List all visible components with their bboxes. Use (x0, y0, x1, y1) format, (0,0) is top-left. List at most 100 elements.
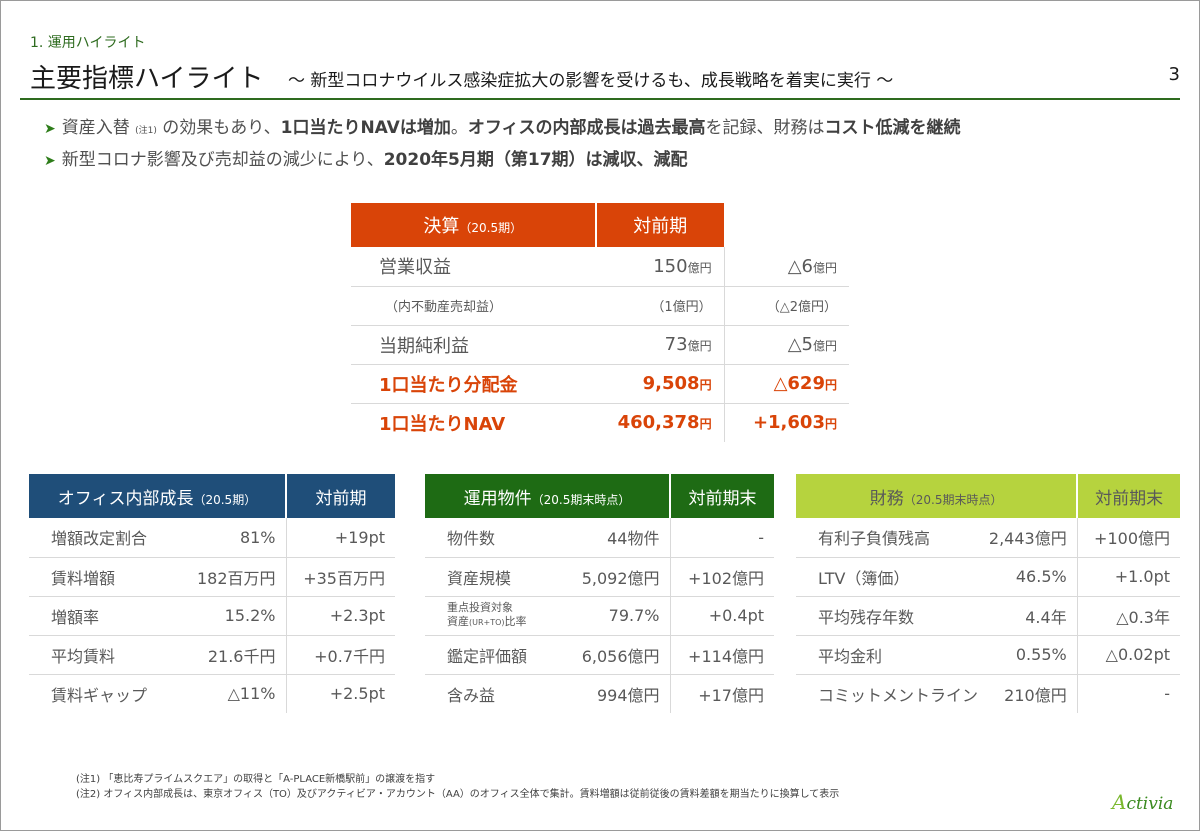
table-header: 運用物件（20.5期末時点） 対前期末 (425, 474, 774, 518)
row-value: 46.5% (978, 557, 1078, 597)
arrow-right-icon: ➤ (44, 153, 56, 169)
bullet-text: を記録、財務は (705, 118, 825, 138)
table-header: オフィス内部成長（20.5期） 対前期 (29, 474, 395, 518)
table-row: 有利子負債残高 2,443億円 +100億円 (796, 518, 1180, 558)
page-subtitle: ～ 新型コロナウイルス感染症拡大の影響を受けるも、成長戦略を着実に実行 ～ (288, 71, 894, 91)
table-row: 平均金利 0.55% △0.02pt (796, 635, 1180, 675)
row-label: 物件数 (425, 518, 563, 558)
row-label: 増額率 (29, 596, 179, 636)
row-value: 81% (179, 518, 287, 558)
row-label: 賃料増額 (29, 557, 179, 597)
row-label: 資産規模 (425, 557, 563, 597)
row-value: 2,443億円 (978, 518, 1078, 558)
row-value: 15.2% (179, 596, 287, 636)
table-row: 資産規模 5,092億円 +102億円 (425, 557, 774, 597)
row-value: 460,378円 (595, 403, 725, 442)
row-change: +2.5pt (329, 684, 385, 704)
row-value: 6,056億円 (563, 635, 671, 675)
bullet-text: 資産入替 (61, 118, 130, 138)
row-change: +1.0pt (1077, 557, 1180, 597)
title-row: 主要指標ハイライト ～ 新型コロナウイルス感染症拡大の影響を受けるも、成長戦略を… (30, 58, 1180, 98)
row-value: 5,092億円 (563, 557, 671, 597)
row-label: 1口当たり分配金 (351, 364, 596, 404)
row-value: 994億円 (563, 674, 671, 713)
row-label: コミットメントライン (818, 685, 979, 705)
row-value: 150億円 (595, 247, 725, 287)
office-change-header: 対前期 (285, 474, 395, 518)
table-header: 財務（20.5期末時点） 対前期末 (796, 474, 1180, 518)
settlement-change-header: 対前期 (594, 203, 725, 247)
office-header: オフィス内部成長（20.5期） (29, 474, 286, 518)
row-label: 平均残存年数 (796, 596, 979, 636)
bullet-emphasis: オフィスの内部成長は過去最高 (467, 118, 706, 138)
row-value: 21.6千円 (179, 635, 287, 675)
row-label: 重点投資対象 資産(UR+TO)比率 (425, 596, 563, 636)
arrow-right-icon: ➤ (44, 121, 56, 137)
row-value: 4.4年 (978, 596, 1078, 636)
row-change: （△2億円） (724, 286, 849, 326)
row-value: （1億円） (595, 286, 725, 326)
title-divider (20, 98, 1180, 100)
row-label: 営業収益 (351, 247, 596, 287)
table-row: 鑑定評価額 6,056億円 +114億円 (425, 635, 774, 675)
footnotes: (注1) 「恵比寿プライムスクエア」の取得と「A-PLACE新橋駅前」の譲渡を指… (76, 772, 839, 802)
table-row: 1口当たり分配金 9,508円 △629円 (351, 364, 849, 404)
row-label: 賃料ギャップ (51, 685, 148, 705)
row-change: - (1164, 684, 1170, 704)
footnote-ref: (注1) (135, 126, 157, 136)
table-row: 営業収益 150億円 △6億円 (351, 247, 849, 287)
highlight-bullets: ➤ 資産入替 (注1) の効果もあり、1口当たりNAVは増加。オフィスの内部成長は… (44, 114, 961, 178)
row-change: +2.3pt (286, 596, 395, 636)
assets-change-header: 対前期末 (669, 474, 774, 518)
table-row: 平均賃料 21.6千円 +0.7千円 (29, 635, 395, 675)
row-change: +0.7千円 (286, 635, 395, 675)
bullet-item: ➤ 新型コロナ影響及び売却益の減少により、2020年5月期（第17期）は減収、減配 (44, 146, 961, 178)
bullet-emphasis: 1口当たりNAVは増加 (280, 118, 451, 138)
row-change: +102億円 (670, 557, 774, 597)
row-label: 鑑定評価額 (425, 635, 563, 675)
row-label: 平均金利 (796, 635, 979, 675)
row-value: 73億円 (595, 325, 725, 365)
row-change: +17億円 (698, 685, 764, 705)
page-number: 3 (1168, 64, 1180, 85)
row-change: +19pt (286, 518, 395, 558)
bullet-text: の効果もあり、 (156, 118, 281, 138)
row-label: 含み益 (447, 685, 496, 705)
bullet-item: ➤ 資産入替 (注1) の効果もあり、1口当たりNAVは増加。オフィスの内部成長は… (44, 114, 961, 146)
assets-header: 運用物件（20.5期末時点） (425, 474, 670, 518)
finance-table: 財務（20.5期末時点） 対前期末 有利子負債残高 2,443億円 +100億円 LT… (796, 474, 1180, 713)
table-row: 重点投資対象 資産(UR+TO)比率 79.7% +0.4pt (425, 596, 774, 636)
footnote: (注1) 「恵比寿プライムスクエア」の取得と「A-PLACE新橋駅前」の譲渡を指… (76, 774, 436, 785)
row-label: 平均賃料 (29, 635, 179, 675)
finance-change-header: 対前期末 (1076, 474, 1180, 518)
row-value: 44物件 (563, 518, 671, 558)
row-value: 182百万円 (179, 557, 287, 597)
row-change: △6億円 (724, 247, 849, 287)
section-label: 1. 運用ハイライト (30, 35, 146, 51)
row-change: - (670, 518, 774, 558)
table-row: 当期純利益 73億円 △5億円 (351, 325, 849, 365)
row-change: +0.4pt (670, 596, 774, 636)
row-change: △629円 (724, 364, 849, 404)
row-value: △11% (179, 674, 287, 713)
table-header: 決算（20.5期） 対前期 (351, 203, 849, 247)
row-label: 当期純利益 (351, 325, 596, 365)
table-row: 物件数 44物件 - (425, 518, 774, 558)
table-row: 1口当たりNAV 460,378円 +1,603円 (351, 403, 849, 442)
row-change: +114億円 (670, 635, 774, 675)
bullet-text: 。 (450, 118, 468, 138)
row-change: +35百万円 (286, 557, 395, 597)
bullet-text: 新型コロナ影響及び売却益の減少により、 (61, 150, 384, 170)
row-change: △0.02pt (1077, 635, 1180, 675)
table-row: 増額率 15.2% +2.3pt (29, 596, 395, 636)
table-row: 含み益 994億円 +17億円 (425, 674, 774, 713)
finance-header: 財務（20.5期末時点） (796, 474, 1078, 518)
table-row: 賃料増額 182百万円 +35百万円 (29, 557, 395, 597)
row-label: 有利子負債残高 (796, 518, 979, 558)
office-growth-table: オフィス内部成長（20.5期） 対前期 増額改定割合 81% +19pt 賃料増額 18… (29, 474, 395, 713)
table-row: コミットメントライン 210億円 - (796, 674, 1180, 713)
row-label: （内不動産売却益） (351, 286, 596, 326)
row-value: 210億円 (978, 674, 1078, 713)
table-row: LTV（簿価） 46.5% +1.0pt (796, 557, 1180, 597)
table-row: 増額改定割合 81% +19pt (29, 518, 395, 558)
